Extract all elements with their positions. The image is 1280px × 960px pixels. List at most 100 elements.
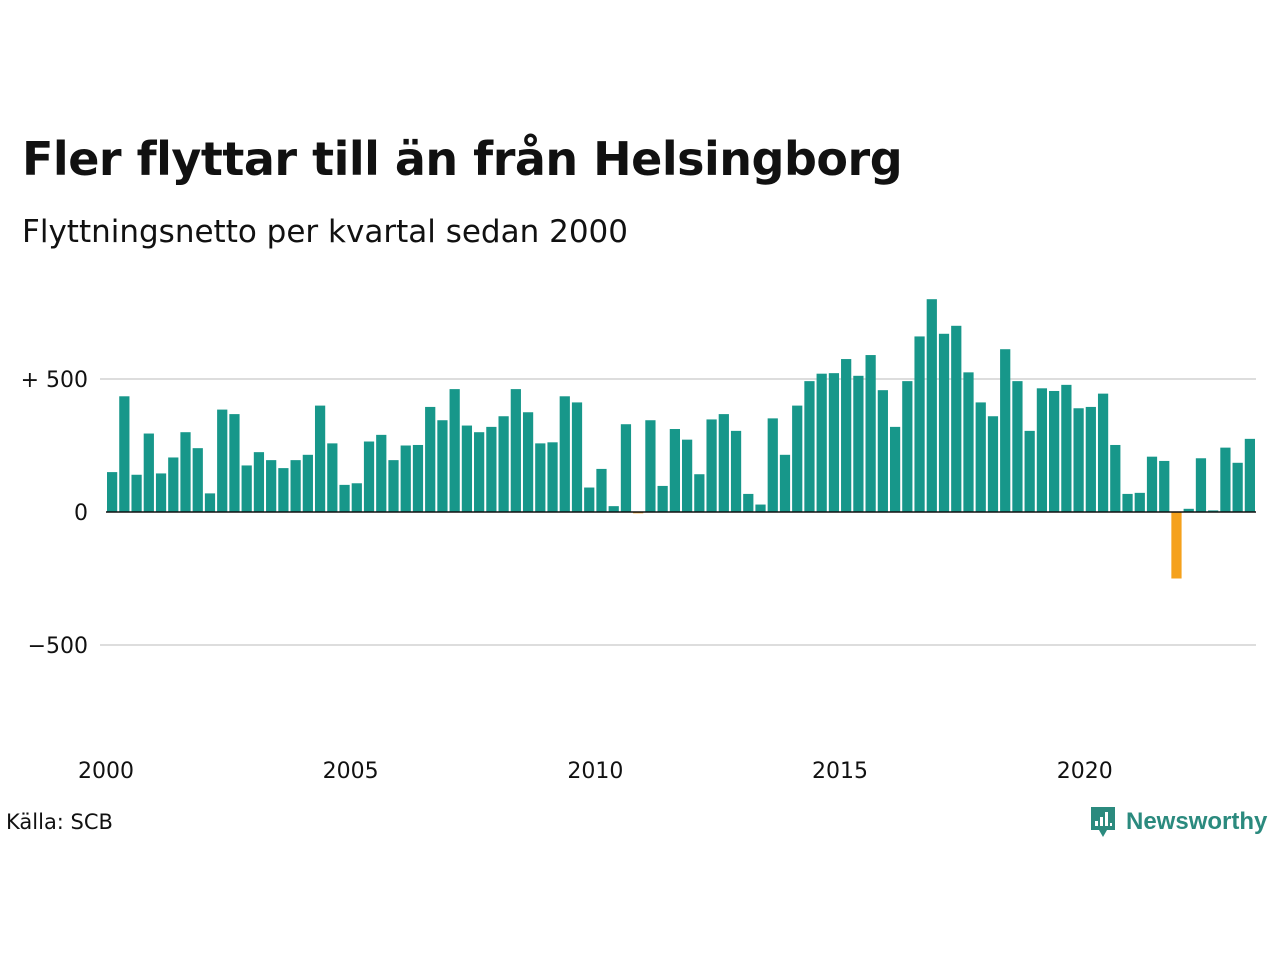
y-tick-label-1: 0 [74, 501, 88, 526]
bar-2011-q3 [669, 429, 680, 512]
bar-2010-q1 [596, 468, 607, 512]
bar-2008-q2 [510, 389, 521, 512]
bar-2014-q3 [816, 373, 827, 512]
bar-2006-q3 [425, 406, 436, 512]
bar-2000-q2 [119, 396, 130, 512]
y-tick-label-0: + 500 [21, 368, 88, 393]
x-tick-label-2015: 2015 [812, 759, 868, 784]
bar-2001-q2 [168, 457, 179, 512]
bar-2018-q3 [1012, 381, 1023, 512]
bar-2003-q1 [253, 452, 265, 512]
bar-2015-q4 [877, 390, 888, 512]
bar-2016-q2 [902, 381, 913, 512]
bar-2001-q4 [192, 448, 203, 512]
bar-2009-q3 [571, 402, 583, 512]
bar-2002-q1 [204, 493, 216, 512]
bar-2014-q4 [828, 373, 840, 512]
source-note: Källa: SCB [6, 810, 113, 834]
bar-2020-q1 [1085, 406, 1096, 512]
bar-2017-q3 [963, 372, 974, 512]
bar-2018-q2 [1000, 349, 1011, 512]
bar-2019-q2 [1049, 390, 1060, 512]
bar-2017-q2 [951, 325, 962, 512]
bar-2006-q4 [437, 420, 448, 512]
bar-2008-q1 [498, 416, 509, 512]
bar-2011-q4 [682, 439, 693, 512]
x-axis-tick-labels: 2000 2005 2010 2015 2020 [78, 759, 1113, 784]
bar-2022-q1 [1183, 508, 1194, 512]
x-tick-label-2005: 2005 [323, 759, 379, 784]
bar-2002-q2 [217, 409, 228, 512]
bar-2021-q1 [1134, 492, 1145, 512]
bar-2005-q3 [376, 434, 387, 512]
bar-2004-q2 [314, 405, 326, 512]
bar-2020-q3 [1110, 444, 1121, 512]
bar-2016-q4 [926, 299, 937, 512]
bar-2003-q2 [266, 460, 277, 512]
bar-2014-q1 [792, 405, 803, 512]
bar-2019-q3 [1061, 384, 1072, 512]
bar-2005-q4 [388, 460, 399, 512]
bar-2000-q4 [143, 433, 154, 512]
bar-2006-q1 [400, 445, 411, 512]
y-axis-tick-labels: + 500 0 −500 [21, 368, 88, 659]
bar-2013-q1 [743, 493, 754, 512]
bar-2012-q3 [718, 414, 729, 512]
bar-2020-q4 [1122, 493, 1133, 512]
bar-2022-q2 [1195, 458, 1207, 512]
bar-2007-q3 [474, 432, 485, 512]
bar-2013-q4 [779, 454, 791, 512]
bar-2004-q3 [327, 443, 338, 512]
bar-2006-q2 [412, 444, 424, 512]
bar-2019-q1 [1036, 388, 1048, 512]
bar-2008-q4 [535, 443, 546, 512]
bar-2007-q1 [449, 389, 460, 512]
bars [107, 299, 1255, 579]
bar-2018-q4 [1024, 430, 1035, 512]
bar-2015-q1 [841, 359, 852, 512]
bar-2012-q4 [730, 430, 742, 512]
bar-2010-q3 [620, 424, 632, 512]
bar-2009-q1 [547, 442, 558, 512]
bar-2017-q4 [975, 402, 986, 512]
bar-2004-q1 [302, 454, 313, 512]
chart-subtitle: Flyttningsnetto per kvartal sedan 2000 [22, 214, 628, 250]
bar-2021-q3 [1159, 460, 1170, 512]
bar-2022-q4 [1220, 447, 1231, 512]
bar-2020-q2 [1097, 393, 1109, 512]
bar-2003-q4 [290, 460, 301, 512]
bar-2016-q3 [914, 336, 925, 512]
bar-2004-q4 [339, 484, 350, 512]
chart-title: Fler flyttar till än från Helsingborg [22, 132, 903, 186]
bar-2013-q2 [755, 504, 766, 512]
bar-2014-q2 [804, 381, 815, 512]
newsworthy-logo-icon [1091, 807, 1115, 837]
bar-2019-q4 [1073, 408, 1084, 512]
bar-2010-q2 [608, 506, 619, 512]
bar-2012-q2 [706, 419, 717, 512]
bar-2007-q4 [486, 426, 497, 512]
bar-2017-q1 [938, 333, 950, 512]
bar-2009-q4 [584, 487, 595, 512]
bar-2016-q1 [889, 426, 901, 512]
bar-2001-q3 [180, 432, 191, 512]
bar-2023-q1 [1232, 462, 1243, 512]
bar-2005-q2 [363, 441, 375, 512]
bar-2002-q4 [241, 465, 252, 512]
bar-2011-q1 [645, 420, 656, 512]
bar-2022-q3 [1208, 510, 1219, 512]
bar-2021-q4 [1171, 512, 1182, 579]
bar-2003-q3 [278, 468, 289, 512]
bar-2021-q2 [1146, 456, 1158, 512]
gridlines [100, 378, 1256, 646]
bar-2000-q3 [131, 474, 142, 512]
bar-2012-q1 [694, 474, 705, 512]
x-tick-label-2010: 2010 [567, 759, 623, 784]
bar-2015-q2 [853, 375, 864, 512]
bar-2008-q3 [522, 412, 534, 512]
x-tick-label-2020: 2020 [1057, 759, 1113, 784]
bar-2011-q2 [657, 485, 668, 512]
bar-2001-q1 [155, 473, 167, 512]
bar-2005-q1 [351, 483, 362, 512]
